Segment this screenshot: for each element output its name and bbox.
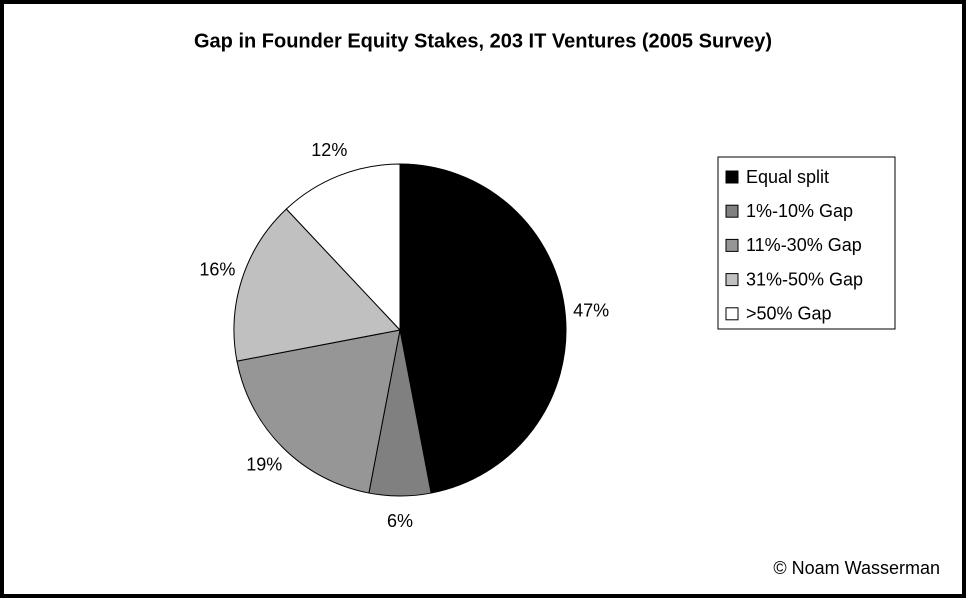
pie-slice (399, 163, 567, 494)
data-label: 19% (246, 455, 282, 475)
legend-label: 31%-50% Gap (746, 269, 863, 289)
data-label: 12% (311, 140, 347, 160)
legend-swatch (725, 273, 739, 287)
data-label: 6% (387, 511, 413, 531)
pie-slice (285, 163, 401, 332)
data-label: 16% (199, 259, 235, 279)
legend-swatch (725, 170, 739, 184)
pie-slice (233, 208, 401, 362)
data-label: 47% (573, 301, 609, 321)
legend-label: 1%-10% Gap (746, 201, 853, 221)
legend-swatch (725, 238, 739, 252)
pie-slice (236, 329, 401, 494)
annotation: © Noam Wasserman (773, 558, 940, 578)
legend-label: 11%-30% Gap (746, 235, 862, 255)
legend-box (717, 156, 896, 330)
chart-title: Gap in Founder Equity Stakes, 203 IT Ven… (194, 30, 772, 52)
legend-swatch (725, 307, 739, 321)
legend-label: Equal split (746, 167, 829, 187)
legend-swatch (725, 204, 739, 218)
legend-label: >50% Gap (746, 304, 832, 324)
